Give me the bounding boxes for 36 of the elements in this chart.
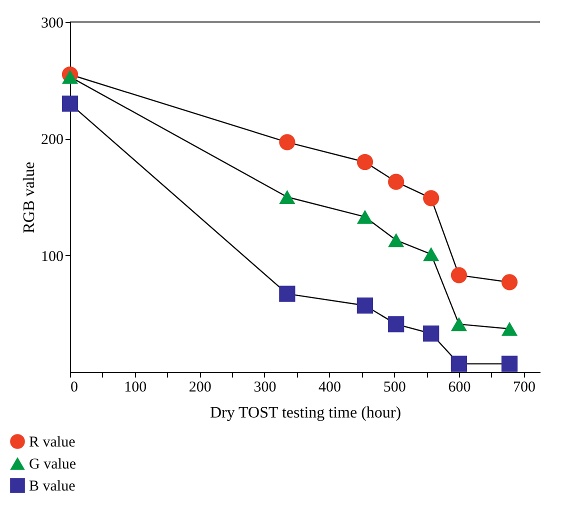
point (423, 325, 440, 342)
point (356, 210, 374, 224)
y-tick-label: 100 (41, 248, 64, 265)
point (501, 322, 518, 336)
point (279, 134, 296, 150)
x-tick-label: 0 (70, 380, 78, 396)
x-tick-label: 100 (124, 380, 147, 396)
point (450, 267, 468, 284)
point (423, 190, 440, 206)
point (356, 154, 374, 170)
point (423, 247, 440, 262)
legend-label: R value (29, 434, 76, 450)
x-tick-label: 700 (513, 380, 536, 396)
point (388, 174, 404, 190)
point (279, 286, 296, 302)
x-tick-label: 500 (383, 380, 406, 396)
point (501, 274, 518, 290)
point (279, 190, 296, 204)
point (356, 297, 374, 314)
x-axis-title: Dry TOST testing time (hour) (210, 404, 402, 422)
x-tick-label: 600 (448, 380, 471, 396)
point (450, 356, 468, 372)
point (62, 96, 78, 112)
point (388, 233, 404, 248)
point (501, 356, 518, 372)
point (388, 316, 404, 332)
y-axis-title: RGB value (21, 162, 38, 234)
legend-label: G value (29, 456, 76, 472)
point (450, 317, 468, 332)
y-tick-label: 300 (41, 16, 64, 32)
x-tick-label: 300 (254, 380, 276, 396)
x-tick-label: 400 (318, 380, 342, 396)
y-tick-label: 200 (41, 132, 64, 148)
x-tick-label: 200 (188, 380, 212, 396)
point (62, 70, 78, 84)
legend-label: B value (29, 478, 76, 494)
